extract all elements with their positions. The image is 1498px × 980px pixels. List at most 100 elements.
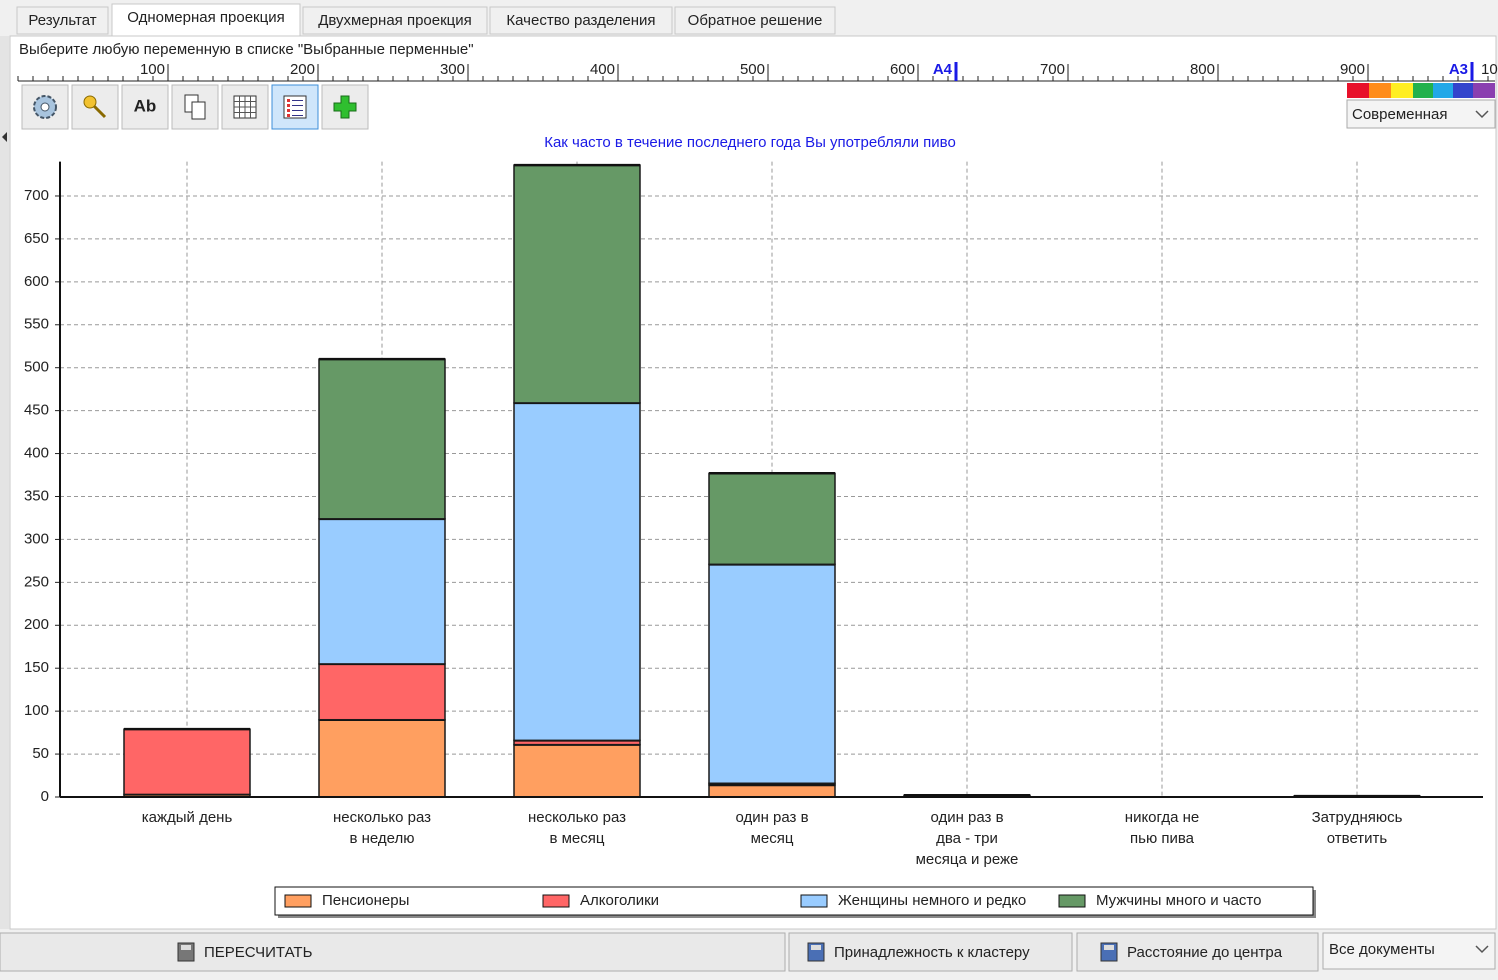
y-tick-label: 300 xyxy=(24,530,49,547)
y-tick-label: 550 xyxy=(24,316,49,333)
x-tick-label: в неделю xyxy=(349,830,414,847)
spell-icon: Ab xyxy=(134,96,157,115)
ruler-label: 700 xyxy=(1040,61,1065,78)
bar-segment xyxy=(708,784,836,798)
bar-segment xyxy=(513,164,641,404)
swatch xyxy=(1453,83,1473,98)
toolbar-button[interactable] xyxy=(21,84,69,130)
y-tick-label: 700 xyxy=(24,187,49,204)
bar-segment xyxy=(318,358,446,520)
swatch xyxy=(1391,83,1413,98)
legend-swatch xyxy=(1058,894,1086,908)
y-tick-label: 400 xyxy=(24,445,49,462)
tab-label: Результат xyxy=(28,12,96,29)
x-tick-label: Затрудняюсь xyxy=(1312,809,1403,826)
ruler-label: 800 xyxy=(1190,61,1215,78)
key-shaft xyxy=(92,104,107,119)
tab-label: Двухмерная проекция xyxy=(318,12,472,29)
tab[interactable]: Качество разделения xyxy=(489,6,673,35)
page-marker-label: A3 xyxy=(1449,61,1468,78)
chart: 0 50 100 150 200 250 300 350 400 450 500 550 600 650 7… xyxy=(24,161,1483,918)
tab-label: Одномерная проекция xyxy=(127,9,284,26)
ruler-label: 100 xyxy=(140,61,165,78)
tab[interactable]: Одномерная проекция xyxy=(111,3,301,37)
y-tick-label: 250 xyxy=(24,573,49,590)
x-tick-label: несколько раз xyxy=(528,809,626,826)
ruler-label: 900 xyxy=(1340,61,1365,78)
toolbar-button[interactable] xyxy=(221,84,269,130)
y-tick-label: 50 xyxy=(32,745,49,762)
toolbar-button[interactable] xyxy=(171,84,219,130)
combo-text: Современная xyxy=(1352,106,1448,123)
combo-box xyxy=(1346,99,1496,129)
tab[interactable]: Обратное решение xyxy=(674,6,836,35)
button-icon-detail xyxy=(1104,945,1114,950)
legend-label: Женщины немного и редко xyxy=(838,892,1026,909)
combo-arrow xyxy=(1475,110,1489,119)
list-bullet xyxy=(287,104,290,107)
docs-combo[interactable]: Все документы xyxy=(1322,932,1496,970)
swatch xyxy=(1347,83,1369,98)
button-frame xyxy=(788,932,1073,972)
palette-strip[interactable] xyxy=(1347,83,1495,98)
palette-combo[interactable]: Современная xyxy=(1346,99,1496,129)
button-icon-detail xyxy=(811,945,821,950)
tab-frame xyxy=(489,6,673,35)
x-tick-label: в месяц xyxy=(549,830,604,847)
x-tick-label: один раз в xyxy=(735,809,808,826)
y-tick-label: 150 xyxy=(24,659,49,676)
x-tick-label: ответить xyxy=(1327,830,1388,847)
tab-frame xyxy=(111,3,301,37)
chart-title: Как часто в течение последнего года Вы у… xyxy=(544,134,956,151)
x-tick-label: два - три xyxy=(936,830,998,847)
tab[interactable]: Двухмерная проекция xyxy=(302,6,488,35)
toolbar-button[interactable]: Ab xyxy=(121,84,169,130)
legend-swatch xyxy=(800,894,828,908)
key-icon xyxy=(83,95,97,109)
button-icon-detail xyxy=(181,945,191,950)
page-marker-label: A4 xyxy=(933,61,953,78)
button-frame xyxy=(121,84,169,130)
bar-segment xyxy=(513,743,641,798)
toolbar-button[interactable] xyxy=(321,84,369,130)
legend-label: Алкоголики xyxy=(580,892,659,909)
ruler-label: 300 xyxy=(440,61,465,78)
ruler-label: 200 xyxy=(290,61,315,78)
bar-segment xyxy=(123,728,251,796)
y-tick-label: 600 xyxy=(24,273,49,290)
legend-label: Мужчины много и часто xyxy=(1096,892,1261,909)
swatch xyxy=(1433,83,1453,98)
button[interactable]: Расстояние до центра xyxy=(1076,932,1319,972)
gear-hole xyxy=(40,102,50,112)
combo-arrow xyxy=(1475,945,1489,954)
button-frame xyxy=(0,932,786,972)
tab-frame xyxy=(302,6,488,35)
x-tick-label: каждый день xyxy=(142,809,233,826)
combo-box xyxy=(1322,932,1496,970)
y-tick-label: 500 xyxy=(24,359,49,376)
y-tick-label: 100 xyxy=(24,702,49,719)
ruler-label: 400 xyxy=(590,61,615,78)
list-bullet xyxy=(287,99,290,102)
y-tick-label: 650 xyxy=(24,230,49,247)
tab[interactable]: Результат xyxy=(16,6,109,35)
toolbar-button[interactable] xyxy=(71,84,119,130)
toolbar-button[interactable] xyxy=(271,84,319,130)
x-tick-label: один раз в xyxy=(930,809,1003,826)
x-tick-label: несколько раз xyxy=(333,809,431,826)
tab-label: Качество разделения xyxy=(506,12,655,29)
list-bullet xyxy=(287,114,290,117)
button[interactable]: Принадлежность к кластеру xyxy=(788,932,1073,972)
button[interactable]: ПЕРЕСЧИТАТЬ xyxy=(0,932,786,972)
bar-segment xyxy=(513,402,641,742)
ruler-label: 10 xyxy=(1481,61,1498,78)
y-tick-label: 200 xyxy=(24,616,49,633)
side-arrow[interactable] xyxy=(2,132,7,142)
bar-segment xyxy=(318,718,446,798)
swatch xyxy=(1413,83,1433,98)
hint: Выберите любую переменную в списке "Выбр… xyxy=(19,41,474,58)
x-tick-label: никогда не xyxy=(1125,809,1199,826)
ruler-label: 600 xyxy=(890,61,915,78)
legend-swatch xyxy=(284,894,312,908)
